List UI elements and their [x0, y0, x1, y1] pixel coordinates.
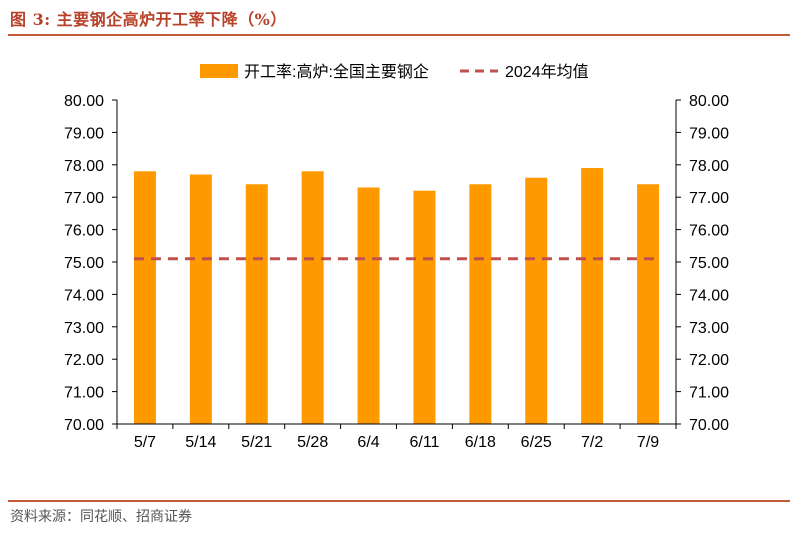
- x-tick-label: 5/14: [185, 434, 216, 451]
- bar: [245, 184, 268, 424]
- x-tick-label: 5/7: [134, 434, 156, 451]
- y-tick-label-left: 71.00: [64, 385, 104, 402]
- y-axis-right: 70.00 71.00 72.00 73.00 74.00 75.00 76.00 77.00…: [675, 93, 729, 434]
- legend: 开工率:高炉:全国主要钢企 2024年均值: [200, 63, 589, 81]
- y-tick-label-left: 79.00: [64, 125, 104, 142]
- y-tick-label-left: 75.00: [64, 255, 104, 272]
- y-tick-label-right: 70.00: [689, 417, 729, 434]
- bar: [133, 171, 156, 424]
- bar: [413, 190, 436, 424]
- x-tick-label: 6/25: [521, 434, 552, 451]
- y-tick-label-left: 76.00: [64, 223, 104, 240]
- y-tick-label-right: 73.00: [689, 320, 729, 337]
- y-tick-label-right: 78.00: [689, 158, 729, 175]
- y-tick-label-left: 77.00: [64, 190, 104, 207]
- bar-series: [133, 168, 660, 424]
- chart: 开工率:高炉:全国主要钢企 2024年均值 70.00 71.00 72.00 73.…: [64, 63, 729, 451]
- y-tick-label-right: 74.00: [689, 287, 729, 304]
- y-tick-label-left: 80.00: [64, 93, 104, 110]
- y-tick-label-right: 72.00: [689, 352, 729, 369]
- y-axis-left: 70.00 71.00 72.00 73.00 74.00 75.00 76.00 77.00…: [64, 93, 118, 434]
- bar: [525, 177, 548, 424]
- footer-divider: [8, 500, 790, 502]
- y-tick-label-right: 75.00: [689, 255, 729, 272]
- y-tick-label-left: 74.00: [64, 287, 104, 304]
- y-tick-label-left: 70.00: [64, 417, 104, 434]
- y-tick-label-right: 76.00: [689, 223, 729, 240]
- x-tick-label: 6/18: [465, 434, 496, 451]
- x-tick-label: 5/21: [241, 434, 272, 451]
- x-tick-label: 7/2: [581, 434, 603, 451]
- y-tick-label-right: 79.00: [689, 125, 729, 142]
- y-tick-label-right: 71.00: [689, 385, 729, 402]
- y-tick-label-left: 73.00: [64, 320, 104, 337]
- bar: [637, 184, 660, 424]
- y-tick-label-left: 72.00: [64, 352, 104, 369]
- figure-title: 图 3: 主要钢企高炉开工率下降（%）: [10, 10, 287, 29]
- x-tick-label: 6/11: [409, 434, 439, 451]
- legend-bar-swatch: [200, 64, 238, 78]
- x-tick-label: 7/9: [637, 434, 659, 451]
- legend-avg-label: 2024年均值: [505, 63, 589, 81]
- title-divider: [8, 34, 790, 36]
- bar: [301, 171, 324, 424]
- x-axis: 5/7 5/14 5/21 5/28 6/4 6/11 6/18 6/25 7/2 7/9: [116, 423, 677, 451]
- source-note: 资料来源：同花顺、招商证券: [10, 509, 192, 525]
- x-tick-label: 6/4: [357, 434, 379, 451]
- legend-bar-label: 开工率:高炉:全国主要钢企: [244, 63, 429, 81]
- bar: [189, 174, 212, 424]
- y-tick-label-right: 77.00: [689, 190, 729, 207]
- y-tick-label-right: 80.00: [689, 93, 729, 110]
- y-tick-label-left: 78.00: [64, 158, 104, 175]
- bar: [469, 184, 492, 424]
- bar: [357, 187, 380, 424]
- bar: [581, 168, 604, 424]
- x-tick-label: 5/28: [297, 434, 328, 451]
